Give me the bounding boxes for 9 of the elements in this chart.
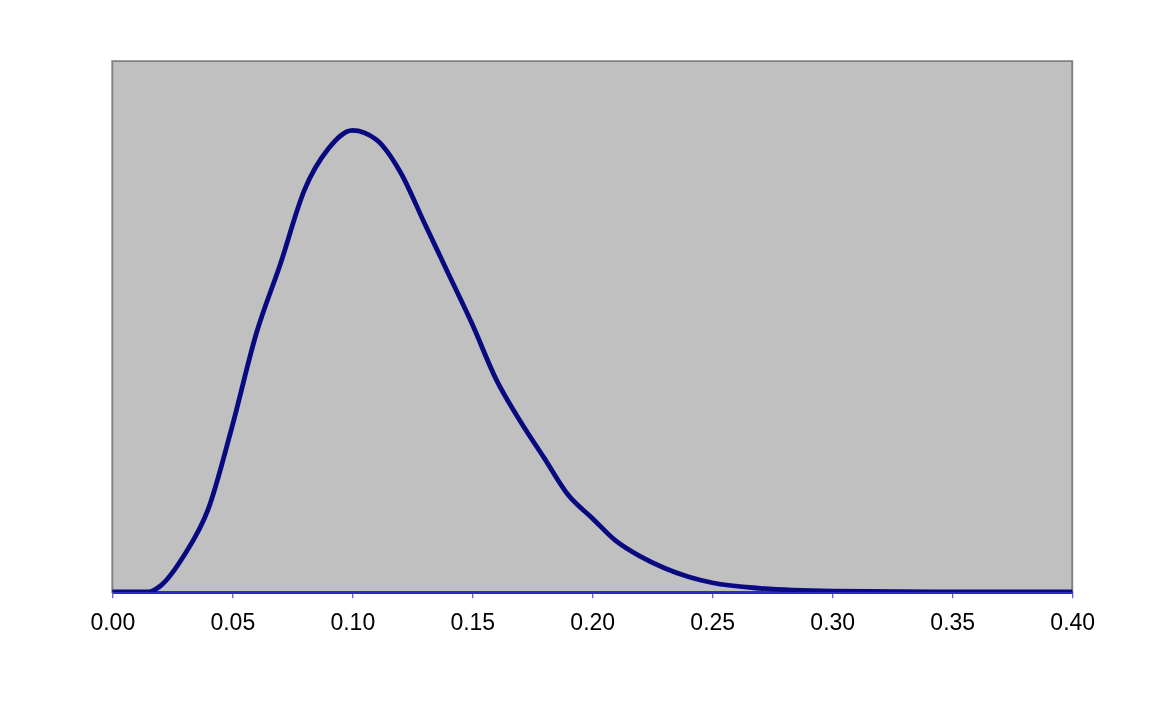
x-tick-label: 0.30 — [810, 608, 856, 635]
x-tick-label: 0.05 — [210, 608, 256, 635]
x-tick-label: 0.15 — [450, 608, 496, 635]
x-tick-label: 0.00 — [90, 608, 136, 635]
x-tick-label: 0.35 — [930, 608, 976, 635]
x-tick-label: 0.20 — [570, 608, 616, 635]
x-tick-label: 0.25 — [690, 608, 736, 635]
x-tick-label: 0.10 — [330, 608, 376, 635]
x-tick-label: 0.40 — [1050, 608, 1096, 635]
